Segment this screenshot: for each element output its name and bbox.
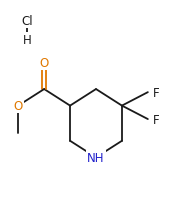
Text: O: O bbox=[14, 100, 23, 112]
Text: F: F bbox=[153, 86, 159, 99]
Text: O: O bbox=[40, 56, 49, 69]
Text: NH: NH bbox=[87, 151, 105, 164]
Text: F: F bbox=[153, 113, 159, 126]
Text: Cl: Cl bbox=[21, 15, 33, 28]
Text: H: H bbox=[22, 34, 31, 47]
